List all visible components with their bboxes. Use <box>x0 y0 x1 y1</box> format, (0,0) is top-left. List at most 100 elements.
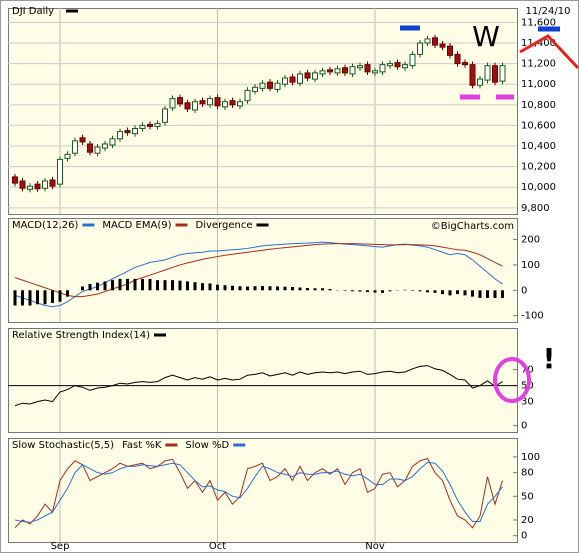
candle-body <box>499 65 506 82</box>
candle-body <box>102 143 108 149</box>
histogram-bar <box>321 288 324 291</box>
histogram-bar <box>238 286 242 291</box>
candle-body <box>244 89 251 102</box>
y-tick-label: 0 <box>521 421 527 432</box>
histogram-bar <box>58 290 62 302</box>
price-panel <box>8 8 518 215</box>
credit: ©BigCharts.com <box>431 221 514 232</box>
legend-label: MACD EMA(9) <box>102 220 171 231</box>
histogram-bar <box>448 290 452 296</box>
histogram-bar <box>201 283 204 291</box>
x-tick-label: Oct <box>209 541 226 552</box>
y-tick-label: 100 <box>521 452 540 463</box>
histogram-bar <box>171 280 174 291</box>
y-tick-label: 200 <box>521 235 540 246</box>
histogram-bar <box>13 290 17 306</box>
histogram-bar <box>148 278 152 291</box>
candle-body <box>94 146 101 154</box>
histogram-bar <box>381 290 384 293</box>
candle-body <box>282 77 288 85</box>
histogram-bar <box>231 285 234 291</box>
y-tick-label: 10,000 <box>521 182 556 193</box>
histogram-bar <box>298 287 302 291</box>
annotation-w: W <box>472 20 500 53</box>
y-tick-label: 10,200 <box>521 162 556 173</box>
histogram-bar <box>111 280 114 291</box>
candle-body <box>342 67 348 74</box>
candle-body <box>57 158 63 185</box>
histogram-bar <box>291 286 294 291</box>
candle-body <box>177 97 183 105</box>
candle-body <box>192 101 198 111</box>
series-line <box>14 457 503 529</box>
histogram-bar <box>43 290 47 305</box>
candle-body <box>417 42 423 55</box>
candle-body <box>162 108 168 123</box>
magenta-circle <box>493 357 531 403</box>
histogram-bar <box>486 290 489 298</box>
candle-body <box>334 68 341 74</box>
candle-body <box>12 176 18 184</box>
candle-body <box>432 37 438 46</box>
histogram-bar <box>103 281 107 291</box>
candle-body <box>357 65 363 69</box>
candle-body <box>304 72 311 79</box>
histogram-bar <box>216 284 219 291</box>
histogram-bar <box>21 290 24 306</box>
histogram-bar <box>471 290 474 297</box>
histogram-bar <box>366 290 369 293</box>
candle-body <box>214 97 221 107</box>
histogram-bar <box>328 289 332 291</box>
candle-body <box>349 66 356 75</box>
candle-body <box>409 53 416 67</box>
candle-body <box>117 131 123 140</box>
histogram-bar <box>276 286 279 291</box>
histogram-bar <box>141 278 144 291</box>
candle-body <box>252 86 258 92</box>
candle-body <box>297 73 303 84</box>
histogram-bar <box>156 280 159 291</box>
annotation-exclaim: ! <box>543 342 556 375</box>
candle-body <box>319 70 326 75</box>
candle-body <box>312 72 318 80</box>
legend-label: Slow %D <box>185 440 229 451</box>
y-tick-label: 11,400 <box>521 38 556 49</box>
histogram-bar <box>441 290 444 295</box>
candle-body <box>379 64 386 73</box>
candle-body <box>327 69 333 73</box>
candle-body <box>259 82 266 89</box>
histogram-bar <box>411 290 414 291</box>
candle-body <box>207 98 213 106</box>
legend-label: MACD(12,26) <box>12 220 79 231</box>
histogram-bar <box>388 290 392 292</box>
histogram-bar <box>28 290 32 306</box>
histogram-bar <box>163 280 167 291</box>
histogram-bar <box>283 286 287 291</box>
y-tick-label: 100 <box>521 260 540 271</box>
y-tick-label: 20 <box>521 515 534 526</box>
series-line <box>14 243 503 298</box>
candle-body <box>229 100 236 106</box>
histogram-bar <box>403 289 407 291</box>
candle-body <box>492 65 498 83</box>
candle-body <box>447 45 453 56</box>
candle-body <box>469 64 476 86</box>
candle-body <box>424 38 431 44</box>
histogram-bar <box>193 282 197 291</box>
y-tick-label: 11,200 <box>521 59 556 70</box>
candle-body <box>387 63 393 67</box>
histogram-bar <box>223 285 227 291</box>
histogram-bar <box>51 290 54 303</box>
histogram-bar <box>358 290 362 292</box>
candle-body <box>364 64 371 73</box>
candle-body <box>19 180 26 189</box>
histogram-bar <box>373 290 377 293</box>
histogram-bar <box>306 288 309 291</box>
y-tick-label: -100 <box>521 311 544 322</box>
histogram-bar <box>261 285 264 291</box>
candle-body <box>87 143 93 153</box>
y-tick-label: 9,800 <box>521 203 550 214</box>
y-tick-label: 30 <box>521 397 534 408</box>
candle-body <box>267 81 273 89</box>
